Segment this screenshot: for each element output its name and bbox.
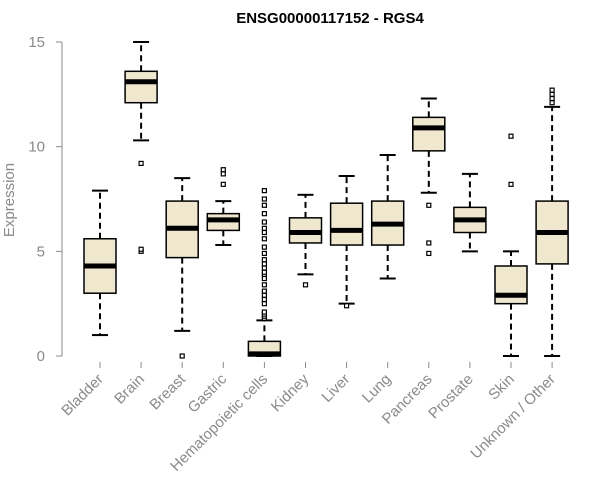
outlier-point bbox=[344, 303, 350, 309]
outlier-point bbox=[261, 225, 267, 231]
outlier-point bbox=[261, 257, 267, 263]
outlier-point bbox=[138, 246, 144, 252]
y-axis: 0 5 10 15 bbox=[28, 34, 63, 365]
outlier-point bbox=[261, 188, 267, 194]
outlier-point bbox=[261, 211, 267, 217]
box-iqr bbox=[494, 265, 528, 305]
category-label: Liver bbox=[318, 371, 353, 406]
box-group-7 bbox=[370, 154, 405, 280]
outlier-point bbox=[302, 282, 309, 288]
outlier-point bbox=[220, 181, 226, 187]
y-tick-label: 0 bbox=[37, 348, 45, 365]
outlier-point bbox=[261, 244, 267, 250]
outlier-point bbox=[508, 133, 514, 139]
outlier-point bbox=[261, 229, 267, 236]
box-group-5 bbox=[288, 193, 323, 288]
chart-title: ENSG00000117152 - RGS4 bbox=[236, 10, 424, 27]
category-label: Bladder bbox=[58, 371, 107, 420]
outlier-point bbox=[220, 167, 226, 173]
box-group-6 bbox=[329, 174, 364, 309]
outlier-point bbox=[138, 160, 144, 167]
outlier-point bbox=[261, 202, 267, 208]
outlier-point bbox=[549, 95, 555, 102]
y-axis-label: Expression bbox=[1, 163, 18, 237]
box-group-1 bbox=[124, 41, 158, 254]
outlier-point bbox=[261, 301, 267, 307]
box-group-10 bbox=[494, 133, 528, 357]
outlier-point bbox=[220, 171, 226, 177]
outlier-point bbox=[261, 261, 267, 267]
category-label: Breast bbox=[146, 370, 189, 413]
outlier-point bbox=[549, 87, 555, 93]
box-group-9 bbox=[453, 172, 487, 253]
outlier-point bbox=[261, 282, 267, 288]
outlier-point bbox=[549, 91, 555, 97]
outlier-point bbox=[261, 219, 267, 225]
outlier-point bbox=[261, 309, 267, 315]
outlier-point bbox=[179, 353, 185, 359]
y-tick-label: 15 bbox=[28, 34, 45, 51]
boxes-layer bbox=[83, 41, 569, 359]
box-group-0 bbox=[83, 189, 117, 337]
box-group-2 bbox=[165, 177, 199, 359]
category-label: Prostate bbox=[425, 371, 477, 423]
outlier-point bbox=[261, 236, 267, 242]
outlier-point bbox=[261, 196, 267, 202]
outlier-point bbox=[426, 250, 432, 257]
outlier-point bbox=[261, 250, 267, 257]
category-label: Brain bbox=[111, 371, 148, 408]
outlier-point bbox=[261, 292, 267, 298]
outlier-point bbox=[261, 265, 267, 271]
outlier-point bbox=[549, 100, 555, 106]
outlier-point bbox=[261, 269, 267, 275]
box-group-4 bbox=[247, 188, 282, 357]
box-group-11 bbox=[535, 87, 569, 357]
category-label: Lung bbox=[359, 371, 395, 407]
y-tick-label: 10 bbox=[28, 139, 45, 156]
outlier-point bbox=[426, 240, 432, 246]
outlier-point bbox=[508, 181, 514, 187]
y-tick-label: 5 bbox=[37, 243, 45, 260]
outlier-point bbox=[261, 296, 267, 303]
outlier-point bbox=[261, 288, 267, 294]
outlier-point bbox=[426, 202, 432, 208]
box-iqr bbox=[412, 116, 446, 152]
box-iqr bbox=[124, 70, 158, 104]
category-label: Skin bbox=[485, 371, 518, 404]
box-group-8 bbox=[412, 97, 446, 257]
box-iqr bbox=[329, 202, 364, 246]
outlier-point bbox=[261, 275, 267, 282]
category-label: Kidney bbox=[268, 370, 313, 415]
box-group-3 bbox=[206, 167, 241, 247]
